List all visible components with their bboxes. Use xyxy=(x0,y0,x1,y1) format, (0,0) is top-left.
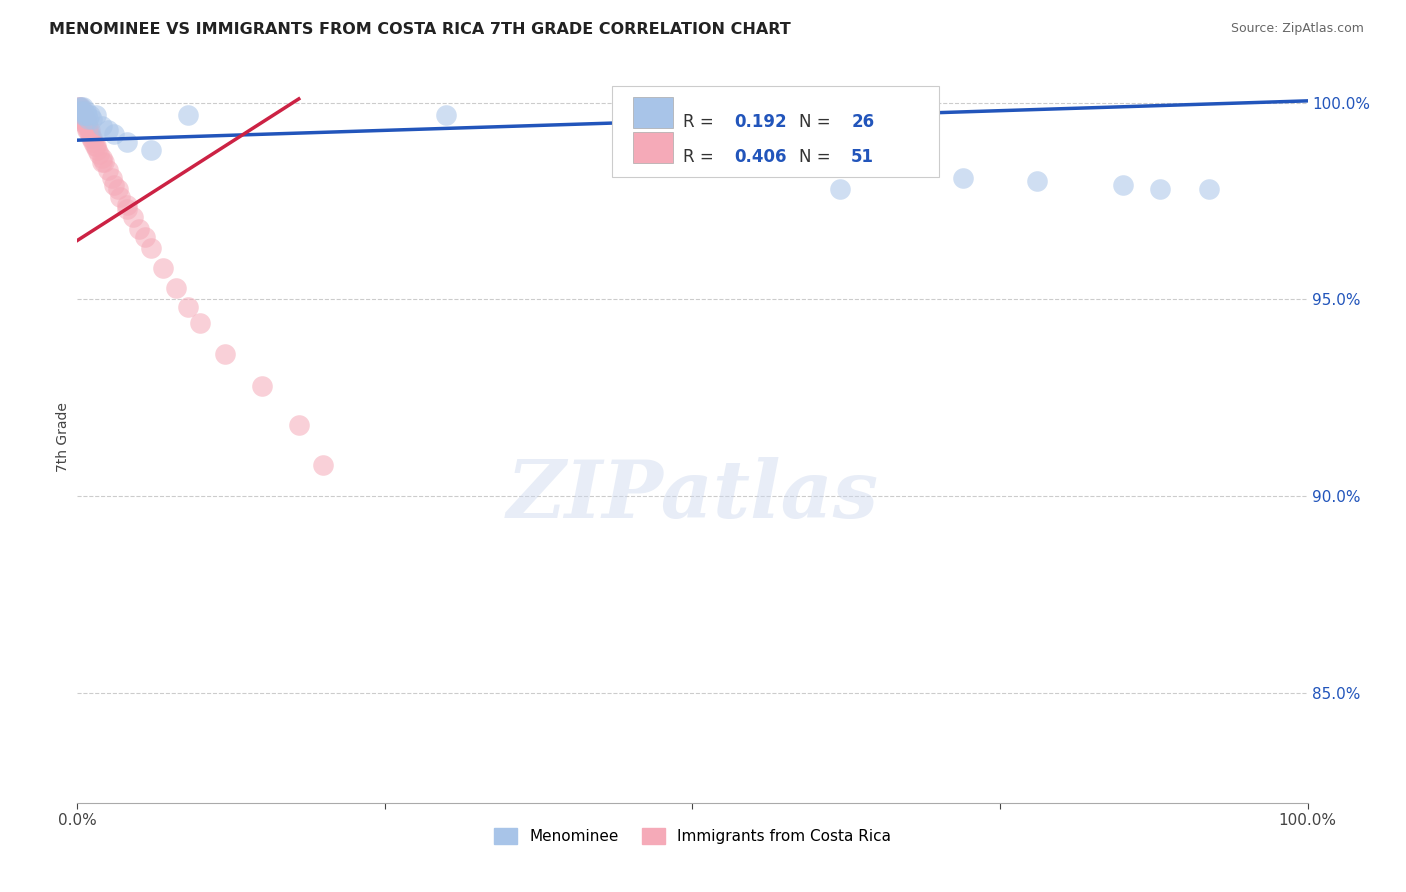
Text: 0.192: 0.192 xyxy=(734,112,787,131)
Point xyxy=(70,103,93,118)
Y-axis label: 7th Grade: 7th Grade xyxy=(56,402,70,472)
Point xyxy=(90,154,114,169)
Point xyxy=(97,123,120,137)
Point xyxy=(288,418,311,433)
Point xyxy=(67,100,90,114)
Point xyxy=(75,120,97,134)
Point xyxy=(72,112,94,126)
FancyBboxPatch shape xyxy=(634,97,673,128)
Point xyxy=(110,190,132,204)
Point xyxy=(79,107,101,121)
Point xyxy=(84,107,107,121)
Point xyxy=(82,135,104,149)
Point xyxy=(312,458,335,472)
Point xyxy=(79,128,101,142)
Point xyxy=(72,100,94,114)
Point xyxy=(134,229,156,244)
Point xyxy=(121,210,143,224)
Point xyxy=(77,123,100,137)
Point xyxy=(70,107,93,121)
Point xyxy=(107,182,129,196)
Point xyxy=(188,316,212,330)
Point xyxy=(73,107,96,121)
Point xyxy=(250,379,273,393)
Text: N =: N = xyxy=(800,148,837,166)
Point xyxy=(128,221,150,235)
Point xyxy=(115,135,138,149)
Point xyxy=(72,103,94,118)
Point xyxy=(75,103,97,118)
Point xyxy=(141,143,163,157)
Point xyxy=(73,112,96,126)
Point xyxy=(1149,182,1171,196)
Point xyxy=(177,107,200,121)
Text: R =: R = xyxy=(683,112,718,131)
Point xyxy=(103,128,125,142)
FancyBboxPatch shape xyxy=(613,86,939,178)
Point xyxy=(93,154,115,169)
Point xyxy=(214,347,236,361)
Point xyxy=(80,131,103,145)
Point xyxy=(86,143,108,157)
Point xyxy=(82,131,104,145)
Point xyxy=(152,260,174,275)
Legend: Menominee, Immigrants from Costa Rica: Menominee, Immigrants from Costa Rica xyxy=(488,822,897,850)
Text: 51: 51 xyxy=(851,148,875,166)
Point xyxy=(82,112,104,126)
Point xyxy=(70,100,93,114)
Text: N =: N = xyxy=(800,112,837,131)
Point xyxy=(436,107,458,121)
Point xyxy=(115,202,138,216)
Point xyxy=(952,170,974,185)
Point xyxy=(72,115,94,129)
Point xyxy=(830,182,852,196)
Point xyxy=(73,115,96,129)
Point xyxy=(103,178,125,193)
Point xyxy=(70,103,93,118)
Point xyxy=(1198,182,1220,196)
Point xyxy=(72,107,94,121)
Point xyxy=(70,107,93,121)
Point xyxy=(177,301,200,315)
Point xyxy=(1026,174,1049,188)
Text: ZIPatlas: ZIPatlas xyxy=(506,457,879,534)
Text: 0.406: 0.406 xyxy=(734,148,787,166)
Text: Source: ZipAtlas.com: Source: ZipAtlas.com xyxy=(1230,22,1364,36)
Point xyxy=(70,112,93,126)
Point xyxy=(83,139,105,153)
Point xyxy=(1112,178,1135,193)
Point xyxy=(97,162,120,177)
FancyBboxPatch shape xyxy=(634,132,673,163)
Point xyxy=(69,100,91,114)
Text: R =: R = xyxy=(683,148,718,166)
Point xyxy=(69,103,91,118)
Point xyxy=(89,147,111,161)
Point xyxy=(90,120,114,134)
Point xyxy=(77,112,100,126)
Point xyxy=(115,198,138,212)
Point xyxy=(77,120,100,134)
Point xyxy=(84,139,107,153)
Text: 26: 26 xyxy=(851,112,875,131)
Point xyxy=(76,107,98,121)
Point xyxy=(67,100,90,114)
Point xyxy=(75,112,97,126)
Text: MENOMINEE VS IMMIGRANTS FROM COSTA RICA 7TH GRADE CORRELATION CHART: MENOMINEE VS IMMIGRANTS FROM COSTA RICA … xyxy=(49,22,792,37)
Point xyxy=(67,103,90,118)
Point xyxy=(90,151,114,165)
Point xyxy=(76,115,98,129)
Point xyxy=(141,241,163,255)
Point xyxy=(70,112,93,126)
Point xyxy=(79,123,101,137)
Point xyxy=(69,103,91,118)
Point xyxy=(165,280,187,294)
Point xyxy=(76,123,98,137)
Point xyxy=(101,170,124,185)
